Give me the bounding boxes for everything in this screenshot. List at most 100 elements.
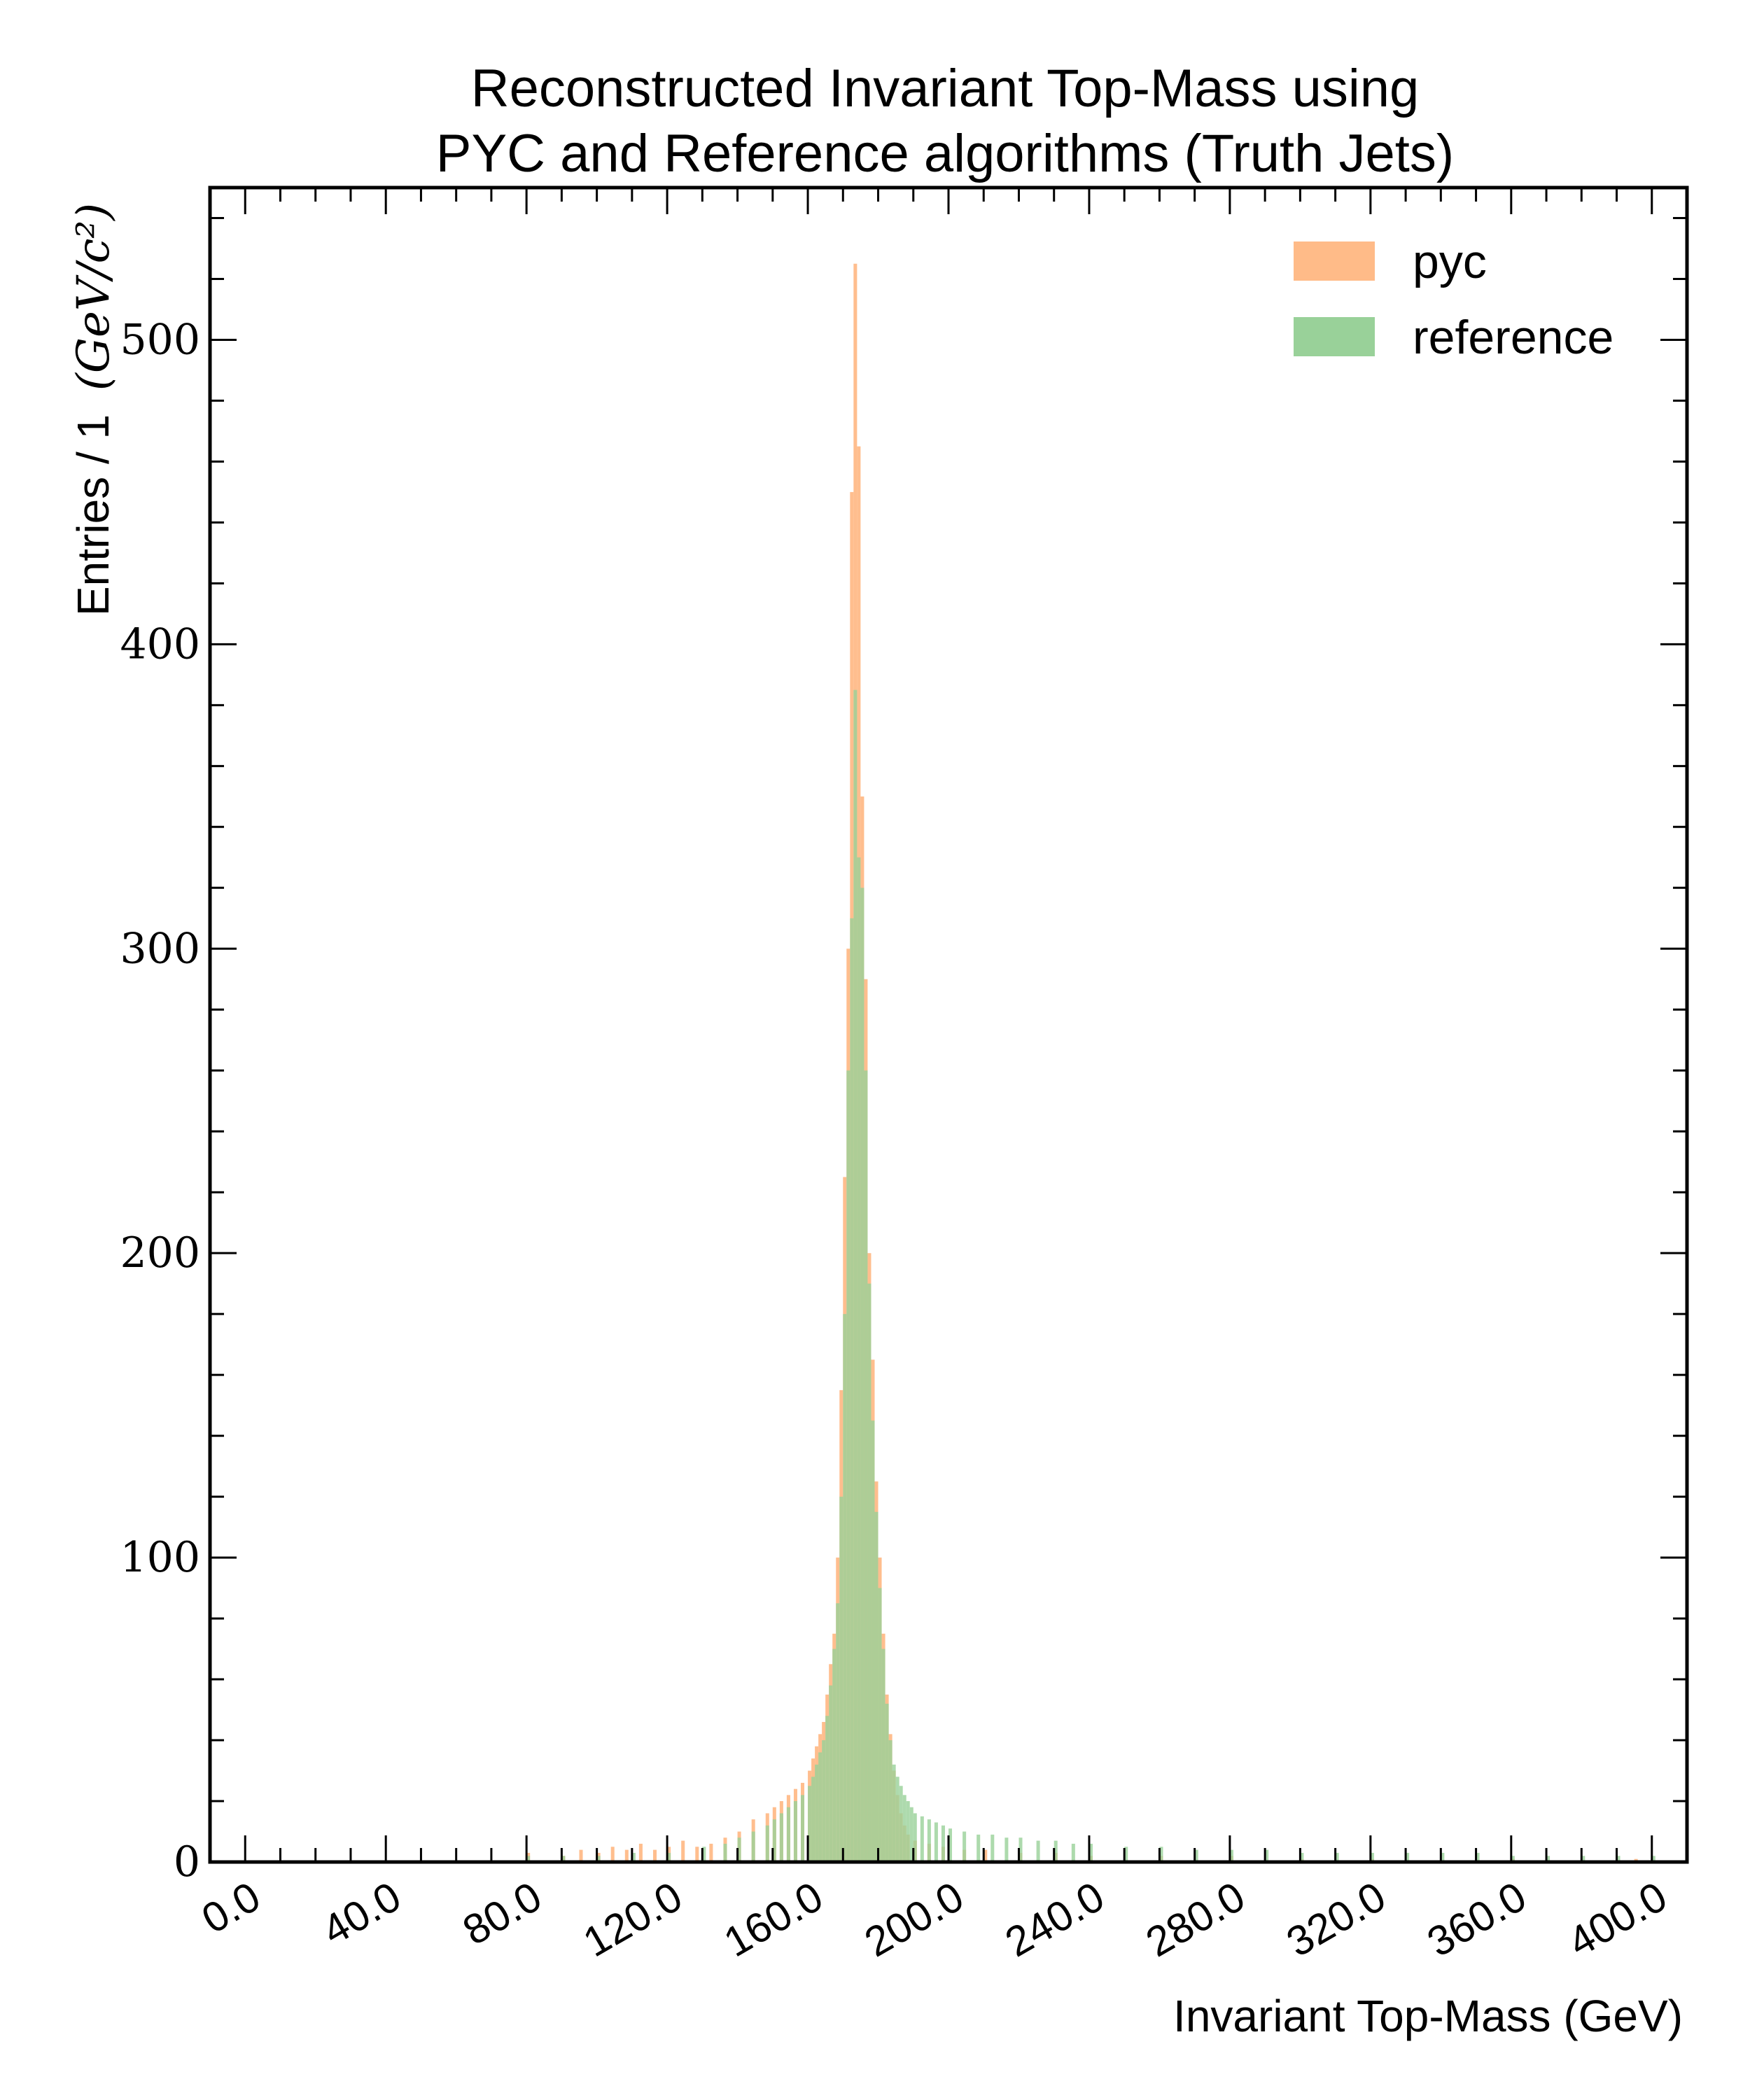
x-tick-label: 320.0: [1279, 1872, 1394, 1966]
bar-reference: [1004, 1837, 1009, 1862]
bar-reference: [1651, 1856, 1656, 1862]
bar-reference: [860, 888, 864, 1862]
bar-reference: [1616, 1856, 1620, 1862]
bar-reference: [948, 1828, 953, 1862]
bar-reference: [1071, 1843, 1075, 1862]
bar-reference: [1018, 1837, 1023, 1862]
bar-reference: [723, 1843, 727, 1862]
bar-reference: [1511, 1856, 1515, 1862]
bar-reference: [1088, 1843, 1093, 1862]
x-tick-label: 160.0: [716, 1872, 831, 1966]
bar-reference: [909, 1807, 913, 1862]
y-tick-label: 200: [120, 1228, 200, 1278]
bar-reference: [1370, 1852, 1374, 1862]
bar-reference: [801, 1795, 805, 1862]
x-tick-label: 40.0: [314, 1872, 409, 1954]
bar-reference: [836, 1603, 840, 1862]
bar-reference: [829, 1685, 833, 1862]
bar-reference: [822, 1740, 826, 1862]
bar-reference: [902, 1795, 906, 1862]
x-tick-label: 200.0: [857, 1872, 972, 1966]
bar-reference: [941, 1825, 945, 1862]
bar-reference: [1194, 1849, 1198, 1862]
bar-reference: [927, 1819, 931, 1862]
x-tick-label: 280.0: [1138, 1872, 1253, 1966]
bar-reference: [839, 1497, 844, 1862]
bar-reference: [913, 1813, 917, 1862]
bar-pyc: [579, 1849, 583, 1862]
bar-reference: [853, 690, 858, 1862]
y-tick-label: 400: [120, 620, 200, 668]
bar-reference: [631, 1852, 636, 1862]
bar-reference: [772, 1819, 776, 1862]
bar-reference: [885, 1703, 889, 1862]
bar-reference: [990, 1834, 995, 1862]
bar-reference: [737, 1837, 741, 1862]
bar-reference: [832, 1648, 836, 1862]
legend-swatch-reference: [1294, 317, 1375, 356]
bar-reference: [818, 1752, 822, 1862]
bar-reference: [888, 1740, 892, 1862]
bar-reference: [1265, 1849, 1269, 1862]
histogram-bars: [526, 263, 1656, 1863]
bar-reference: [1581, 1856, 1586, 1862]
x-tick-label: 0.0: [194, 1872, 268, 1942]
bar-reference: [899, 1786, 903, 1862]
bar-reference: [825, 1716, 830, 1862]
y-axis-label-main: Entries / 1: [68, 414, 118, 616]
legend-label-pyc: pyc: [1413, 235, 1487, 288]
plot-area-frame: [208, 186, 1689, 1864]
bar-reference: [1441, 1852, 1445, 1862]
bar-reference: [1036, 1840, 1040, 1862]
bar-reference: [846, 1070, 850, 1862]
bar-reference: [881, 1648, 886, 1862]
y-tick-label: 100: [120, 1533, 200, 1582]
bar-reference: [667, 1852, 671, 1862]
bar-reference: [1406, 1852, 1410, 1862]
bar-reference: [976, 1834, 981, 1862]
y-axis-label: Entries / 1 (GeV/c²): [68, 203, 120, 616]
bar-reference: [906, 1801, 910, 1862]
legend: pyc reference: [1294, 235, 1614, 364]
bar-reference: [1054, 1840, 1058, 1862]
bar-reference: [526, 1856, 531, 1862]
chart-title-line-1: Reconstructed Invariant Top-Mass using: [471, 59, 1420, 118]
bar-reference: [871, 1420, 875, 1862]
chart-title: Reconstructed Invariant Top-Mass using P…: [436, 59, 1454, 183]
bar-reference: [920, 1816, 924, 1862]
bar-reference: [1300, 1852, 1304, 1862]
bar-reference: [895, 1777, 899, 1862]
x-tick-label: 240.0: [997, 1872, 1112, 1966]
bar-reference: [843, 1314, 847, 1862]
legend-label-reference: reference: [1413, 311, 1614, 364]
bar-reference: [811, 1777, 816, 1862]
bar-pyc: [610, 1847, 615, 1862]
bar-reference: [1159, 1847, 1163, 1862]
y-tick-label: 500: [120, 315, 200, 364]
bar-pyc: [653, 1849, 657, 1862]
bar-reference: [1476, 1852, 1480, 1862]
legend-swatch-pyc: [1294, 241, 1375, 281]
bar-reference: [867, 1283, 872, 1862]
y-tick-label: 0: [174, 1837, 200, 1886]
axis-ticks: [210, 188, 1687, 1863]
x-tick-label: 360.0: [1420, 1872, 1534, 1966]
bar-pyc: [709, 1843, 713, 1862]
bar-reference: [857, 857, 861, 1862]
bar-reference: [751, 1831, 755, 1862]
bar-reference: [962, 1831, 967, 1862]
y-axis-label-unit: (GeV/c²): [68, 203, 120, 391]
bar-reference: [892, 1764, 896, 1862]
bar-reference: [765, 1825, 769, 1862]
bar-reference: [864, 1070, 868, 1862]
bar-reference: [786, 1807, 790, 1862]
x-tick-label: 120.0: [575, 1872, 690, 1966]
bar-reference: [878, 1588, 882, 1862]
bar-reference: [815, 1764, 819, 1862]
bar-pyc: [695, 1847, 699, 1862]
bar-reference: [934, 1822, 938, 1862]
axis-tick-labels: 0.0 40.0 80.0 120.0 160.0 200.0 240.0 280.0 320.…: [120, 315, 1674, 1966]
bar-reference: [1546, 1856, 1550, 1862]
bar-reference: [850, 918, 854, 1862]
